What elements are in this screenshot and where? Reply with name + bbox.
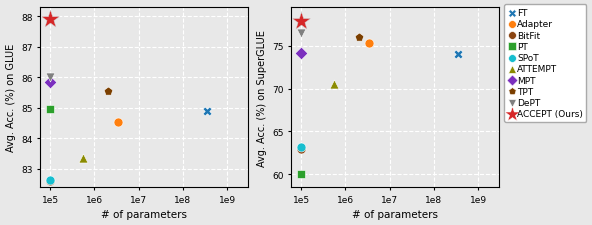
Y-axis label: Avg. Acc. (%) on SuperGLUE: Avg. Acc. (%) on SuperGLUE	[256, 30, 266, 166]
Point	[78, 157, 88, 160]
Point	[114, 120, 123, 124]
Point	[297, 173, 306, 176]
Point	[354, 36, 363, 40]
Point	[46, 180, 55, 183]
Point	[46, 108, 55, 112]
Y-axis label: Avg. Acc. (%) on GLUE: Avg. Acc. (%) on GLUE	[5, 44, 15, 152]
Point	[46, 178, 55, 182]
Point	[46, 76, 55, 80]
Point	[297, 52, 306, 55]
Point	[297, 147, 306, 151]
Point	[46, 81, 55, 84]
Legend: FT, Adapter, BitFit, PT, SPoT, ATTEMPT, MPT, TPT, DePT, ACCEPT (Ours): FT, Adapter, BitFit, PT, SPoT, ATTEMPT, …	[504, 5, 587, 122]
Point	[202, 110, 212, 113]
Point	[453, 53, 463, 57]
Point	[103, 90, 112, 93]
Point	[46, 18, 55, 22]
X-axis label: # of parameters: # of parameters	[352, 209, 438, 219]
Point	[365, 42, 374, 46]
Point	[297, 20, 306, 24]
Point	[297, 32, 306, 36]
Point	[297, 146, 306, 149]
X-axis label: # of parameters: # of parameters	[101, 209, 187, 219]
Point	[329, 83, 339, 87]
